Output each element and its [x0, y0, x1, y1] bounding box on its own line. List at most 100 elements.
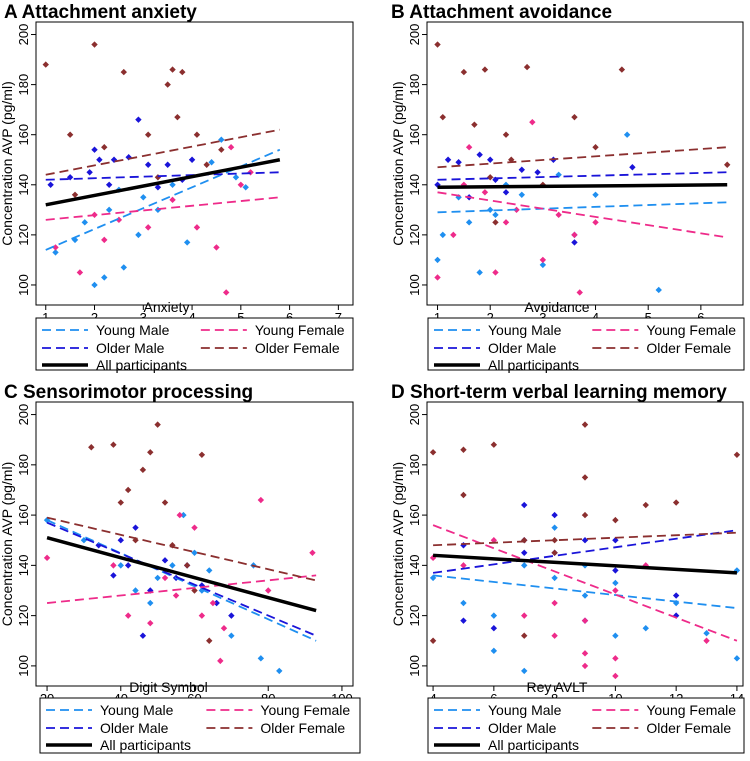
data-point [257, 655, 265, 662]
data-point [172, 592, 180, 599]
data-point [733, 567, 741, 574]
legend-label: Older Male [96, 340, 165, 356]
data-point [213, 244, 220, 251]
data-point [551, 537, 558, 544]
data-point [508, 156, 515, 163]
data-point [642, 501, 649, 509]
data-point [169, 542, 176, 549]
data-point [91, 281, 98, 289]
legend-label: Older Male [488, 340, 557, 356]
data-point [101, 236, 108, 244]
fit-line [437, 146, 728, 169]
data-point [502, 131, 510, 138]
data-point [227, 144, 235, 151]
data-point [144, 224, 152, 231]
data-point [110, 572, 117, 579]
data-point [47, 181, 54, 188]
legend-label: Older Female [646, 720, 731, 736]
data-point [490, 624, 498, 632]
data-point [147, 449, 154, 456]
data-point [612, 655, 619, 662]
fit-line [432, 574, 738, 609]
y-tick-label: 100 [16, 274, 31, 296]
data-point [180, 511, 187, 519]
y-tick-label: 120 [407, 224, 422, 246]
fit-line [437, 171, 728, 181]
y-tick-label: 140 [16, 174, 31, 196]
data-point [521, 549, 528, 556]
data-point [521, 667, 528, 675]
data-point [555, 211, 562, 219]
data-point [476, 269, 483, 276]
data-point [140, 194, 147, 201]
data-point [444, 156, 452, 163]
data-point [174, 113, 181, 121]
data-point [551, 599, 558, 607]
data-point [455, 159, 462, 166]
data-point [52, 249, 59, 256]
y-tick-label: 180 [407, 74, 422, 96]
data-point [672, 592, 680, 599]
y-axis-label: Concentration AVP (pg/ml) [390, 462, 406, 626]
data-point [276, 667, 283, 675]
panel-title: D Short-term verbal learning memory [391, 382, 727, 403]
data-point [612, 537, 619, 544]
data-point [460, 599, 467, 607]
fit-line [437, 201, 728, 214]
data-point [481, 66, 489, 73]
legend-label: Young Female [260, 702, 350, 718]
data-point [450, 231, 457, 239]
data-point [206, 567, 213, 574]
data-point [502, 189, 510, 196]
y-tick-label: 100 [407, 274, 422, 296]
legend-label: Older Female [646, 340, 731, 356]
legend-label: All participants [488, 737, 579, 753]
data-point [439, 231, 446, 239]
data-point [581, 650, 589, 657]
data-point [52, 244, 59, 251]
legend-label: Young Male [96, 322, 170, 338]
data-point [521, 501, 528, 509]
fit-line [432, 553, 738, 575]
panel-c: C Sensorimotor processing 100 120 140 160 180… [0, 382, 361, 754]
data-point [612, 632, 619, 639]
data-point [534, 169, 541, 176]
data-point [96, 156, 103, 163]
data-point [439, 113, 446, 121]
data-point [135, 231, 142, 239]
y-tick-label: 200 [407, 24, 422, 46]
data-point [169, 196, 176, 204]
data-point [80, 537, 88, 544]
data-point [124, 486, 132, 494]
data-point [124, 612, 132, 619]
panel-a: A Attachment anxiety10012014016018020012… [0, 2, 354, 373]
data-point [232, 174, 240, 181]
legend-label: Young Male [488, 702, 562, 718]
legend-label: All participants [96, 357, 187, 373]
fit-line [432, 529, 738, 574]
data-point [571, 231, 578, 239]
data-point [183, 562, 191, 569]
plot-frame [35, 21, 354, 306]
data-point [581, 537, 589, 544]
fit-line [46, 574, 317, 604]
data-point [703, 637, 710, 644]
data-point [434, 256, 441, 264]
data-point [521, 612, 528, 619]
x-axis-label: Digit Symbol [129, 679, 208, 695]
data-point [592, 219, 599, 226]
data-point [551, 524, 558, 531]
panel-b: B Attachment avoidance 100 120 140 160 180 200… [390, 2, 745, 373]
panel-title: B Attachment avoidance [391, 2, 612, 23]
data-point [139, 466, 147, 474]
y-tick-label: 160 [407, 504, 422, 526]
y-tick-label: 120 [16, 224, 31, 246]
legend-label: All participants [488, 357, 579, 373]
data-point [228, 612, 235, 619]
panel-title: C Sensorimotor processing [4, 382, 253, 403]
data-point [71, 191, 79, 199]
y-tick-label: 180 [16, 74, 31, 96]
data-point [576, 289, 583, 296]
data-point [144, 161, 152, 168]
data-point [139, 632, 147, 639]
